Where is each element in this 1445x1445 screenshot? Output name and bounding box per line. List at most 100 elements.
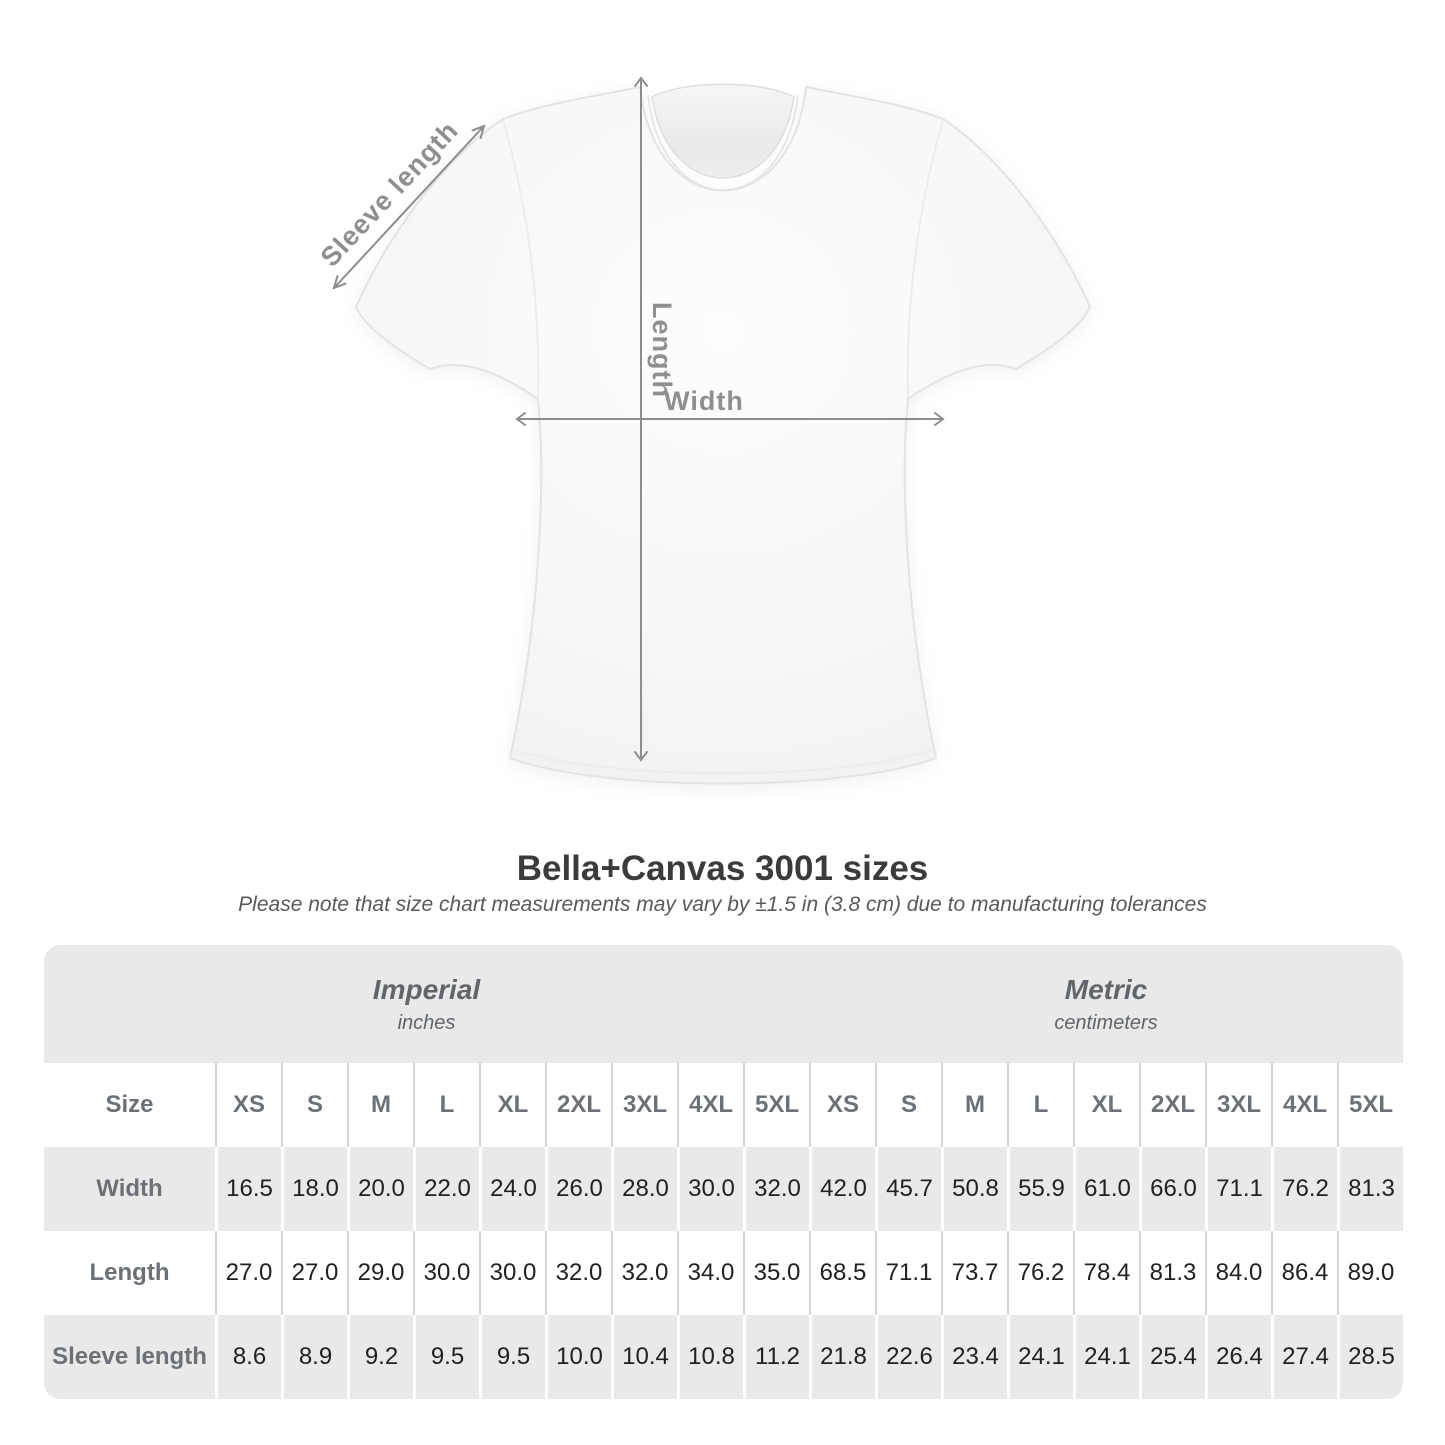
tshirt-diagram: Width Length Sleeve length	[315, 76, 1092, 785]
value-cell: 71.1	[875, 1231, 941, 1315]
value-cell: 32.0	[545, 1231, 611, 1315]
value-cell: 29.0	[347, 1231, 413, 1315]
size-header-cell: 4XL	[677, 1063, 743, 1147]
value-cell: 28.0	[611, 1147, 677, 1231]
size-header-cell: XL	[479, 1063, 545, 1147]
tolerance-note: Please note that size chart measurements…	[238, 893, 1207, 916]
value-cell: 26.0	[545, 1147, 611, 1231]
page-title: Bella+Canvas 3001 sizes	[516, 849, 929, 888]
unit-system-header-row: Imperial inches Metric centimeters	[44, 945, 1403, 1063]
value-cell: 42.0	[809, 1147, 875, 1231]
value-cell: 30.0	[479, 1231, 545, 1315]
value-cell: 50.8	[941, 1147, 1007, 1231]
imperial-label: Imperial	[372, 973, 481, 1005]
value-cell: 81.3	[1337, 1147, 1403, 1231]
value-cell: 21.8	[809, 1315, 875, 1399]
length-row: Length 27.0 27.0 29.0 30.0 30.0 32.0 32.0 34.0 3…	[44, 1231, 1403, 1315]
value-cell: 18.0	[281, 1147, 347, 1231]
size-row-header: Size	[105, 1091, 154, 1118]
value-cell: 55.9	[1007, 1147, 1073, 1231]
value-cell: 32.0	[611, 1231, 677, 1315]
value-cell: 76.2	[1007, 1231, 1073, 1315]
value-cell: 9.5	[413, 1315, 479, 1399]
value-cell: 10.8	[677, 1315, 743, 1399]
value-cell: 68.5	[809, 1231, 875, 1315]
value-cell: 78.4	[1073, 1231, 1139, 1315]
row-label-length: Length	[89, 1259, 170, 1286]
collar-opening	[651, 83, 795, 179]
size-header-cell: S	[875, 1063, 941, 1147]
value-cell: 20.0	[347, 1147, 413, 1231]
size-header-cell: 4XL	[1271, 1063, 1337, 1147]
value-cell: 24.1	[1073, 1315, 1139, 1399]
value-cell: 86.4	[1271, 1231, 1337, 1315]
sleeve-length-arrow	[332, 124, 486, 290]
tshirt-outline	[354, 85, 1092, 785]
tshirt-graphic	[354, 83, 1092, 785]
imperial-header: Imperial inches	[44, 945, 809, 1063]
size-header-cell: 3XL	[611, 1063, 677, 1147]
value-cell: 30.0	[677, 1147, 743, 1231]
size-header-cell: 5XL	[743, 1063, 809, 1147]
value-cell: 81.3	[1139, 1231, 1205, 1315]
width-row: Width 16.5 18.0 20.0 22.0 24.0 26.0 28.0 30.0 32…	[44, 1147, 1403, 1231]
size-header-cell: XS	[215, 1063, 281, 1147]
value-cell: 24.1	[1007, 1315, 1073, 1399]
value-cell: 16.5	[215, 1147, 281, 1231]
sleeve-length-row: Sleeve length 8.6 8.9 9.2 9.5 9.5 10.0 10.4 10.…	[44, 1315, 1403, 1399]
value-cell: 8.6	[215, 1315, 281, 1399]
value-cell: 32.0	[743, 1147, 809, 1231]
value-cell: 25.4	[1139, 1315, 1205, 1399]
width-label: Width	[664, 386, 744, 416]
size-header-cell: M	[347, 1063, 413, 1147]
size-header-cell: L	[413, 1063, 479, 1147]
collar-stitch	[647, 94, 799, 191]
size-header-row: Size XS S M L XL 2XL 3XL 4XL 5XL XS S M L XL 2XL 3XL 4XL…	[44, 1063, 1403, 1147]
value-cell: 76.2	[1271, 1147, 1337, 1231]
length-label: Length	[647, 302, 677, 398]
value-cell: 71.1	[1205, 1147, 1271, 1231]
value-cell: 22.6	[875, 1315, 941, 1399]
value-cell: 30.0	[413, 1231, 479, 1315]
size-header-cell: 5XL	[1337, 1063, 1403, 1147]
value-cell: 26.4	[1205, 1315, 1271, 1399]
size-header-cell: 2XL	[1139, 1063, 1205, 1147]
size-header-cell: S	[281, 1063, 347, 1147]
value-cell: 9.5	[479, 1315, 545, 1399]
value-cell: 24.0	[479, 1147, 545, 1231]
metric-label: Metric	[1064, 973, 1148, 1005]
measurement-arrows	[332, 76, 945, 762]
size-header-cell: M	[941, 1063, 1007, 1147]
size-table: Imperial inches Metric centimeters Size …	[44, 945, 1403, 1399]
value-cell: 66.0	[1139, 1147, 1205, 1231]
size-header-cell: 3XL	[1205, 1063, 1271, 1147]
size-header-cell: 2XL	[545, 1063, 611, 1147]
value-cell: 61.0	[1073, 1147, 1139, 1231]
value-cell: 8.9	[281, 1315, 347, 1399]
right-sleeve-seam	[906, 119, 944, 399]
width-arrow	[515, 412, 945, 426]
metric-header: Metric centimeters	[809, 945, 1403, 1063]
value-cell: 45.7	[875, 1147, 941, 1231]
value-cell: 27.0	[281, 1231, 347, 1315]
metric-unit: centimeters	[1054, 1011, 1158, 1034]
size-header-cell: L	[1007, 1063, 1073, 1147]
value-cell: 84.0	[1205, 1231, 1271, 1315]
hem-stitch	[514, 749, 933, 775]
value-cell: 35.0	[743, 1231, 809, 1315]
value-cell: 34.0	[677, 1231, 743, 1315]
value-cell: 28.5	[1337, 1315, 1403, 1399]
value-cell: 23.4	[941, 1315, 1007, 1399]
value-cell: 9.2	[347, 1315, 413, 1399]
value-cell: 11.2	[743, 1315, 809, 1399]
value-cell: 22.0	[413, 1147, 479, 1231]
value-cell: 73.7	[941, 1231, 1007, 1315]
row-label-sleeve-length: Sleeve length	[52, 1343, 207, 1370]
left-sleeve-seam	[502, 119, 540, 399]
imperial-unit: inches	[397, 1011, 456, 1034]
value-cell: 89.0	[1337, 1231, 1403, 1315]
value-cell: 27.4	[1271, 1315, 1337, 1399]
size-header-cell: XL	[1073, 1063, 1139, 1147]
value-cell: 10.4	[611, 1315, 677, 1399]
